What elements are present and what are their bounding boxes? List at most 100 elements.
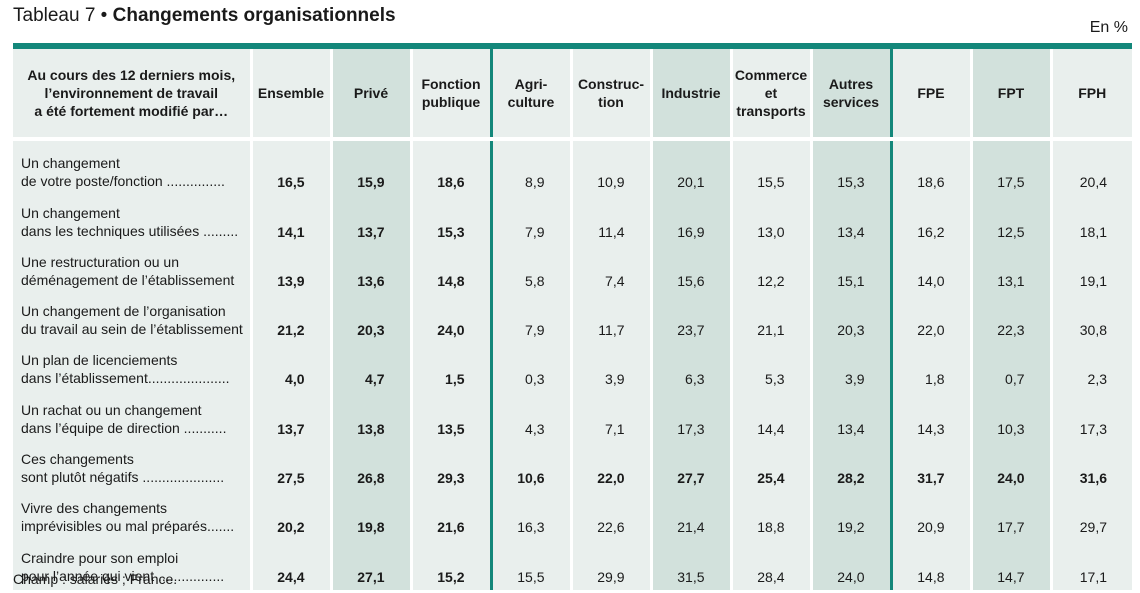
row-label-line: pour l’année qui vient ................. [21, 567, 225, 584]
table-cell: 16,9 [649, 195, 731, 245]
table-cell: 23,7 [649, 293, 731, 344]
table-cell: 14,3 [889, 392, 971, 442]
table-cell: 18,6 [889, 146, 971, 196]
table-cell: 29,3 [409, 441, 491, 492]
table-cell: 17,3 [649, 392, 731, 442]
row-label-line: Vivre des changements [21, 500, 168, 517]
table-title-text: Changements organisationnels [112, 5, 396, 26]
row-label-line: dans l’établissement....................… [21, 370, 230, 387]
question-line: Au cours des 12 derniers mois, [27, 67, 236, 83]
header-row: Au cours des 12 derniers mois, l’environ… [13, 49, 1132, 141]
column-header: FPT [969, 49, 1051, 141]
table-cell: 14,8 [409, 244, 491, 294]
table-cell: 7,9 [489, 195, 571, 245]
table-cell: 15,3 [409, 195, 491, 245]
row-label-line: Un plan de licenciements [21, 352, 178, 369]
table-cell: 15,2 [409, 540, 491, 590]
column-header-line: Fonction [421, 76, 481, 92]
column-header-line: FPT [997, 85, 1025, 101]
table-cell: 13,1 [969, 244, 1051, 294]
table-cell: 31,5 [649, 540, 731, 590]
table-cell: 19,2 [809, 491, 891, 541]
table-cell: 30,8 [1049, 293, 1132, 344]
column-header-line: tion [598, 94, 624, 110]
table-row: Une restructuration ou un déménagement de… [13, 244, 1132, 294]
table-cell: 12,5 [969, 195, 1051, 245]
table-cell: 11,7 [569, 293, 651, 344]
table-cell: 2,3 [1049, 343, 1132, 393]
table-cell: 10,3 [969, 392, 1051, 442]
row-label-line: déménagement de l’établissement [21, 271, 235, 288]
spacer-cell [969, 139, 1051, 146]
table-cell: 0,3 [489, 343, 571, 393]
table-cell: 13,8 [329, 392, 411, 442]
table-cell: 7,4 [569, 244, 651, 294]
row-label: Un changement de l’organisation du travai… [13, 293, 251, 344]
table-cell: 14,4 [729, 392, 811, 442]
table-row: Un plan de licenciements dans l’établisse… [13, 343, 1132, 393]
spacer-cell [889, 139, 971, 146]
column-header-line: Industrie [661, 85, 721, 101]
row-label: Un changement dans les techniques utilisé… [13, 195, 251, 245]
table-cell: 24,0 [409, 293, 491, 344]
table-cell: 5,3 [729, 343, 811, 393]
table-row: Craindre pour son emploi pour l’année qui… [13, 540, 1132, 590]
table-cell: 22,3 [969, 293, 1051, 344]
table-cell: 28,2 [809, 441, 891, 492]
row-label: Une restructuration ou un déménagement de… [13, 244, 251, 294]
table-cell: 13,7 [329, 195, 411, 245]
row-label-line: imprévisibles ou mal préparés....... [21, 518, 235, 535]
row-label: Un plan de licenciements dans l’établisse… [13, 343, 251, 393]
row-label-line: Un rachat ou un changement [21, 401, 202, 418]
row-label: Vivre des changements imprévisibles ou ma… [13, 491, 251, 541]
table-cell: 13,9 [249, 244, 331, 294]
table-cell: 7,1 [569, 392, 651, 442]
table-row: Un changement dans les techniques utilisé… [13, 195, 1132, 245]
table-cell: 4,0 [249, 343, 331, 393]
table-cell: 8,9 [489, 146, 571, 196]
table-cell: 25,4 [729, 441, 811, 492]
table-row: Vivre des changements imprévisibles ou ma… [13, 491, 1132, 541]
spacer-cell [1049, 139, 1132, 146]
spacer-cell [569, 139, 651, 146]
row-label-line: Un changement [21, 155, 120, 172]
table-number: Tableau 7 • [13, 5, 113, 26]
table-cell: 16,5 [249, 146, 331, 196]
column-header-line: services [822, 94, 880, 110]
table-cell: 17,3 [1049, 392, 1132, 442]
table-cell: 3,9 [809, 343, 891, 393]
column-header: FPH [1049, 49, 1132, 141]
table-cell: 22,0 [889, 293, 971, 344]
column-header-line: FPH [1078, 85, 1107, 101]
table-cell: 18,1 [1049, 195, 1132, 245]
table-cell: 15,6 [649, 244, 731, 294]
table-cell: 11,4 [569, 195, 651, 245]
table-cell: 14,1 [249, 195, 331, 245]
spacer-cell [409, 139, 491, 146]
table-cell: 27,5 [249, 441, 331, 492]
row-label-line: Ces changements [21, 451, 134, 468]
column-header: Autres services [809, 49, 891, 141]
table-cell: 13,4 [809, 392, 891, 442]
column-header: FPE [889, 49, 971, 141]
spacer-cell [13, 139, 251, 146]
table-cell: 29,7 [1049, 491, 1132, 541]
table-cell: 15,9 [329, 146, 411, 196]
table-cell: 15,5 [729, 146, 811, 196]
table-cell: 27,1 [329, 540, 411, 590]
table-row: Ces changements sont plutôt négatifs ....… [13, 441, 1132, 492]
row-label: Craindre pour son emploi pour l’année qui… [13, 540, 251, 590]
table-cell: 14,0 [889, 244, 971, 294]
table-cell: 14,8 [889, 540, 971, 590]
data-table-frame: Au cours des 12 derniers mois, l’environ… [13, 43, 1132, 590]
table-cell: 21,6 [409, 491, 491, 541]
column-header: Fonction publique [409, 49, 491, 141]
table-cell: 24,0 [809, 540, 891, 590]
table-cell: 7,9 [489, 293, 571, 344]
table-cell: 26,8 [329, 441, 411, 492]
table-cell: 5,8 [489, 244, 571, 294]
table-row: Un rachat ou un changement dans l’équipe … [13, 392, 1132, 442]
row-label-line: du travail au sein de l’établissement [21, 321, 243, 338]
footnote: Champ : salariés ; France. [13, 571, 178, 587]
table-title: Tableau 7 • Changements organisationnels [13, 4, 396, 28]
